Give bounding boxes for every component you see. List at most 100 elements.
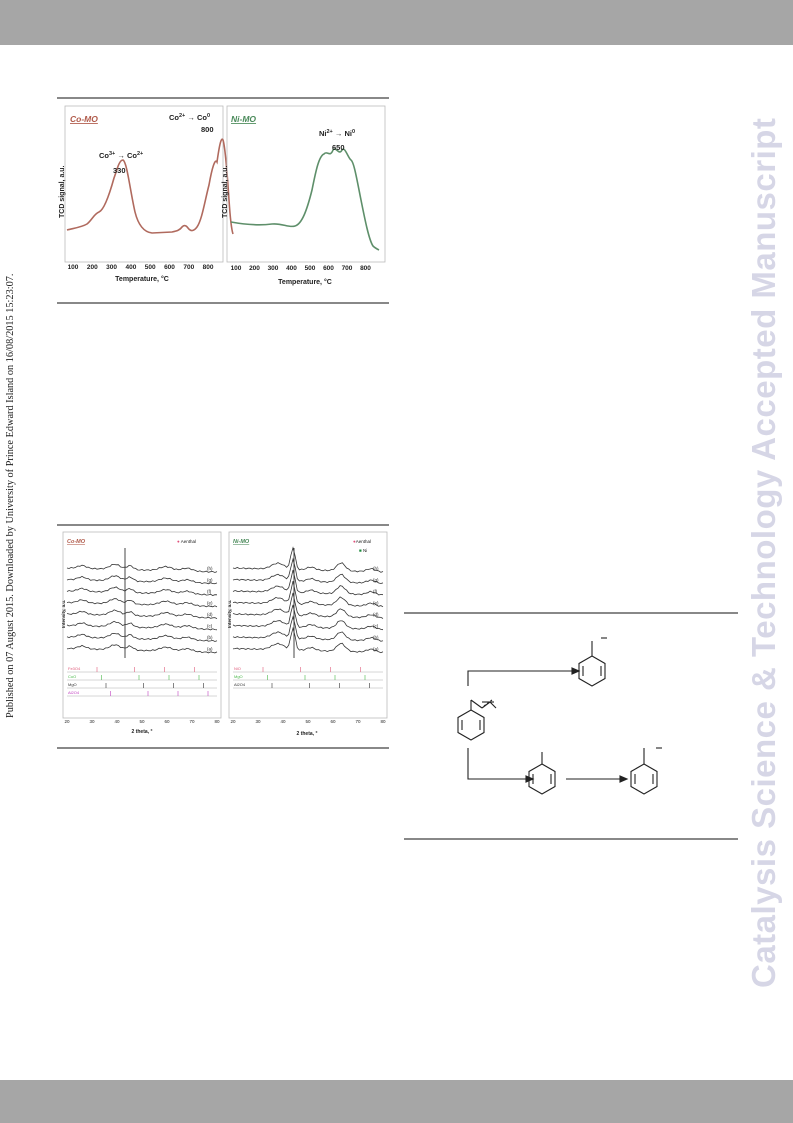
xrd-pattern (66, 575, 218, 585)
tpr-co-peak1-value: 330 (113, 166, 126, 175)
xrd-ref-label: Al2O4 (234, 682, 246, 687)
start-vinyl-group (481, 699, 497, 709)
watermark-text: Catalysis Science & Technology Accepted … (745, 117, 782, 988)
xrd-co-xlabel: 2 theta, ° (132, 729, 153, 735)
tpr-co-xtick: 500 (145, 264, 156, 271)
xrd-ni-ylabel: Intensity, a.u. (227, 600, 232, 628)
tpr-co-xtick: 200 (87, 264, 98, 271)
xrd-ref-label: CoO (68, 674, 76, 679)
tpr-co-ylabel: TCD signal, a.u. (59, 165, 66, 218)
xrd-co-legend: ● Aenthal (177, 539, 196, 544)
figure2-top-rule (57, 524, 389, 526)
xrd-ref-label: Al2O4 (68, 690, 80, 695)
xrd-co-ylabel: Intensity, a.u. (61, 600, 66, 628)
xrd-ni-xlabel: 2 theta, ° (297, 731, 318, 737)
tpr-co-frame (64, 105, 224, 263)
xrd-pattern (66, 620, 218, 631)
reaction-scheme (457, 637, 662, 795)
bottom-arrow (467, 748, 535, 783)
xrd-pattern (232, 557, 384, 584)
tpr-co-peak2-value: 800 (201, 125, 214, 134)
xrd-xtick: 20 (230, 719, 236, 724)
xrd-curve-label: (d) (207, 612, 213, 617)
tpr-co-panel: Co-MO TCD signal, a.u. Co3+ → Co2+ 330 C… (59, 105, 234, 283)
xrd-ni-legend2: ■ Ni (359, 548, 367, 553)
tpr-co-title: Co-MO (70, 114, 98, 124)
xrd-ni-title: Ni-MO (233, 539, 250, 545)
xrd-curve-label: (g) (373, 578, 379, 583)
xrd-pattern (66, 586, 218, 596)
tpr-co-xtick: 100 (68, 264, 79, 271)
xrd-curve-label: (a) (373, 647, 379, 652)
xrd-xtick: 80 (214, 719, 220, 724)
tpr-co-peak2-label: Co2+ → Co0 (169, 113, 210, 122)
xrd-xtick: 70 (189, 719, 195, 724)
xrd-xtick: 40 (114, 719, 120, 724)
tpr-ni-xtick: 100 (231, 265, 242, 272)
xrd-ni-frame (228, 531, 388, 719)
tpr-co-xtick: 700 (183, 264, 194, 271)
xrd-ref-label: MgO (68, 682, 77, 687)
middle-product-ring (528, 752, 556, 795)
xrd-co-panel: Co-MO ● Aenthal Intensity, a.u. (h) (g) (f… (61, 531, 222, 735)
xrd-pattern (66, 609, 218, 619)
xrd-pattern (232, 592, 384, 619)
xrd-curve-label: (c) (373, 624, 379, 629)
xrd-ref-label: Fe3O4 (68, 666, 81, 671)
tpr-co-peak1-label: Co3+ → Co2+ (99, 151, 143, 160)
top-arrow (467, 667, 581, 686)
tpr-co-xticks: 100 200 300 400 500 600 700 800 (68, 264, 214, 271)
tpr-ni-peak1-label: Ni2+ → Ni0 (319, 129, 355, 138)
xrd-ref-label: NiO (234, 666, 241, 671)
xrd-ni-curve-labels: (h) (g) (f) (e) (d) (c) (b) (a) (373, 566, 379, 652)
xrd-ni-curves (232, 546, 384, 658)
xrd-co-xticks: 20 30 40 50 60 70 80 (64, 719, 220, 724)
xrd-curve-label: (h) (207, 566, 213, 571)
tpr-figure: Co-MO TCD signal, a.u. Co3+ → Co2+ 330 C… (59, 105, 386, 286)
xrd-curve-label: (g) (207, 578, 213, 583)
tpr-ni-ylabel: TCD signal, a.u. (222, 165, 229, 218)
xrd-xtick: 20 (64, 719, 70, 724)
xrd-xtick: 40 (280, 719, 286, 724)
xrd-co-references: Fe3O4 CoO MgO Al2O4 (67, 666, 217, 697)
xrd-curve-label: (f) (207, 589, 212, 594)
scheme-bottom-rule (404, 838, 738, 840)
xrd-curve-label: (b) (373, 635, 379, 640)
xrd-figure: Co-MO ● Aenthal Intensity, a.u. (h) (g) (f… (61, 531, 388, 737)
xrd-pattern (66, 632, 218, 642)
tpr-ni-xlabel: Temperature, °C (278, 278, 332, 286)
xrd-pattern (66, 598, 218, 608)
tpr-ni-curve (230, 148, 380, 251)
xrd-xtick: 60 (330, 719, 336, 724)
tpr-ni-xtick: 300 (268, 265, 279, 272)
xrd-xtick: 50 (139, 719, 145, 724)
xrd-ni-references: NiO MgO Al2O4 (233, 666, 383, 689)
xrd-xtick: 80 (380, 719, 386, 724)
xrd-pattern (232, 546, 384, 573)
publication-note-text: Published on 07 August 2015. Downloaded … (5, 273, 16, 718)
tpr-co-xtick: 600 (164, 264, 175, 271)
xrd-xtick: 60 (164, 719, 170, 724)
tpr-co-xtick: 800 (203, 264, 214, 271)
xrd-curve-label: (c) (207, 624, 213, 629)
tpr-ni-xtick: 200 (249, 265, 260, 272)
tpr-ni-title: Ni-MO (231, 114, 256, 124)
xrd-xtick: 30 (255, 719, 261, 724)
figure2-bottom-rule (57, 747, 389, 749)
tpr-ni-xtick: 700 (342, 265, 353, 272)
tpr-co-curve (66, 138, 234, 235)
xrd-xtick: 50 (305, 719, 311, 724)
tpr-ni-xticks: 100 200 300 400 500 600 700 800 (231, 265, 372, 272)
footer-band (0, 1080, 793, 1123)
tpr-co-xtick: 300 (106, 264, 117, 271)
xrd-co-title: Co-MO (67, 539, 86, 545)
xrd-curve-label: (a) (207, 647, 213, 652)
xrd-co-frame (62, 531, 222, 719)
scheme-top-rule (404, 612, 738, 614)
xrd-xtick: 30 (89, 719, 95, 724)
tpr-ni-xtick: 400 (286, 265, 297, 272)
top-product-ring (578, 637, 607, 687)
xrd-curve-label: (e) (207, 601, 213, 606)
xrd-ref-label: MgO (234, 674, 243, 679)
header-band (0, 0, 793, 45)
